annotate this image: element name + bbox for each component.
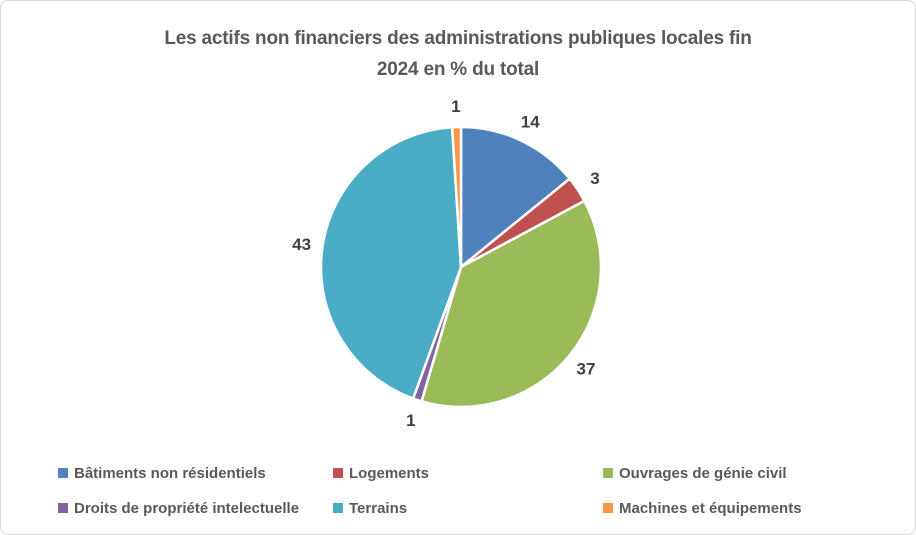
legend-swatch-logements [333, 468, 343, 478]
legend-item-batiments-non-residentiels: Bâtiments non résidentiels [58, 463, 266, 483]
legend-swatch-batiments-non-residentiels [58, 468, 68, 478]
legend-label-terrains: Terrains [349, 499, 408, 517]
pie-slice-ouvrages-de-genie-civil [420, 199, 603, 409]
pie-slice-machines-et-equipements [450, 125, 463, 269]
legend-label-ouvrages-de-genie-civil: Ouvrages de génie civil [619, 464, 787, 482]
legend-label-batiments-non-residentiels: Bâtiments non résidentiels [74, 464, 266, 482]
pie-slice-batiments-non-residentiels [459, 125, 571, 269]
legend-item-terrains: Terrains [333, 498, 407, 518]
legend-swatch-droits-de-propriete-intelectuelle [58, 503, 68, 513]
legend-label-machines-et-equipements: Machines et équipements [619, 499, 802, 517]
legend-label-logements: Logements [349, 464, 430, 482]
data-label-terrains: 43 [292, 235, 311, 254]
data-label-machines-et-equipements: 1 [451, 97, 460, 116]
legend-item-droits-de-propriete-intelectuelle: Droits de propriété intelectuelle [58, 498, 299, 518]
legend-swatch-machines-et-equipements [603, 503, 613, 513]
legend-swatch-terrains [333, 503, 343, 513]
legend-item-logements: Logements [333, 463, 429, 483]
legend-item-machines-et-equipements: Machines et équipements [603, 498, 802, 518]
data-label-ouvrages-de-genie-civil: 37 [577, 360, 596, 379]
data-label-batiments-non-residentiels: 14 [521, 113, 540, 132]
legend-swatch-ouvrages-de-genie-civil [603, 468, 613, 478]
data-label-droits-de-propriete-intelectuelle: 1 [406, 411, 415, 430]
legend-label-droits-de-propriete-intelectuelle: Droits de propriété intelectuelle [74, 499, 300, 517]
pie-slice-terrains [319, 126, 463, 400]
chart-title-line-2: 2024 en % du total [376, 59, 540, 80]
chart-title: Les actifs non financiers des administra… [1, 23, 915, 85]
chart-title-line-1: Les actifs non financiers des administra… [164, 28, 752, 49]
legend-item-ouvrages-de-genie-civil: Ouvrages de génie civil [603, 463, 787, 483]
data-label-logements: 3 [590, 169, 599, 188]
